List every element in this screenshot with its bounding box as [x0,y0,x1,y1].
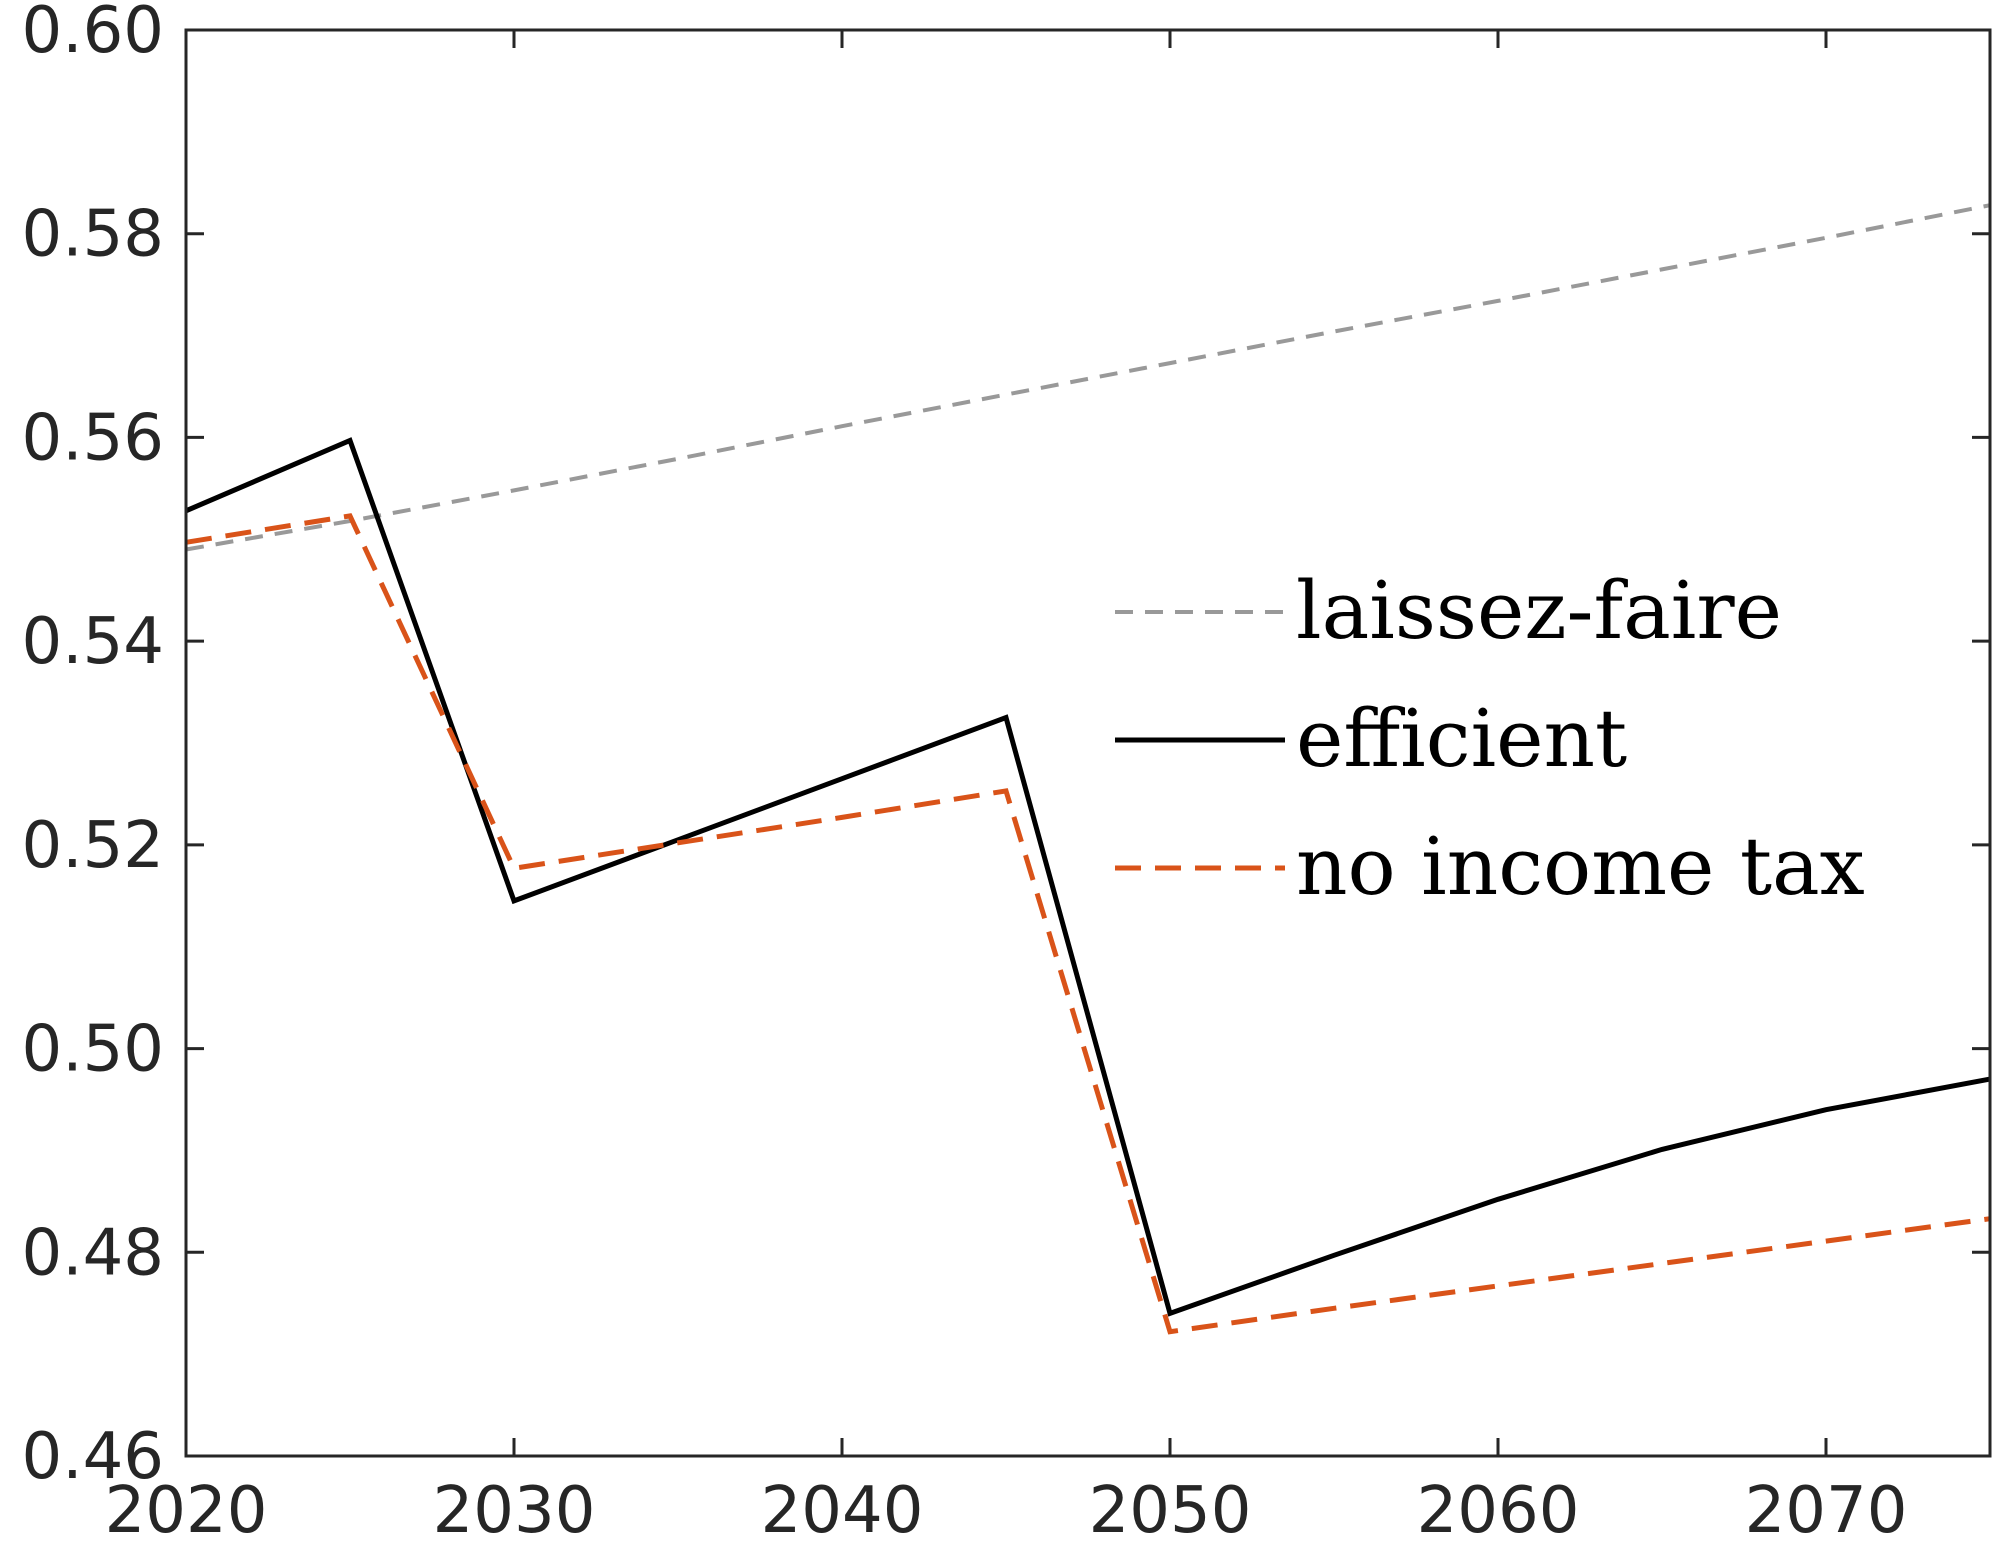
y-tick-label: 0.58 [22,198,165,272]
legend-label: no income tax [1296,820,1865,913]
y-tick-label: 0.48 [22,1216,165,1290]
legend-label: efficient [1296,692,1627,785]
y-tick-label: 0.50 [22,1013,165,1087]
x-tick-label: 2070 [1745,1474,1908,1548]
legend-label: laissez-faire [1296,564,1782,657]
y-tick-label: 0.54 [22,605,165,679]
axes-frame [184,28,1992,1458]
x-tick-label: 2040 [761,1474,924,1548]
y-tick-label: 0.56 [22,401,165,475]
x-tick-label: 2050 [1089,1474,1252,1548]
series-line-no-income-tax [185,513,1991,1335]
axis-ticks: 2020 2030 2040 2050 2060 2070 0.46 0.48 0.50 0.52… [22,0,1990,1548]
x-tick-label: 2030 [433,1474,596,1548]
series-line-laissez-faire [185,203,1991,552]
y-tick-label: 0.46 [22,1420,165,1494]
series-line-efficient [185,437,1991,1317]
x-tick-label: 2020 [105,1474,268,1548]
plot-lines [185,203,1991,1335]
y-tick-label: 0.60 [22,0,165,68]
y-tick-label: 0.52 [22,809,165,883]
x-tick-label: 2060 [1417,1474,1580,1548]
legend: laissez-faire efficient no income tax [1115,564,1865,913]
